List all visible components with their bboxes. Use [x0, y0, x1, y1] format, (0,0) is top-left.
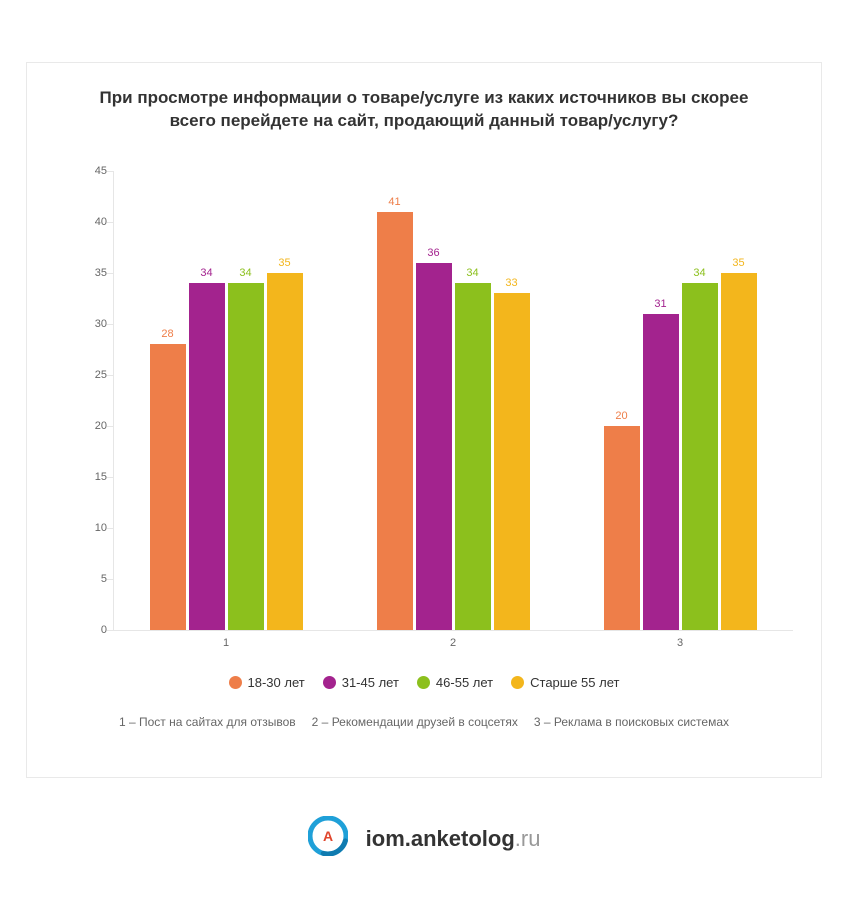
bar	[682, 283, 718, 630]
y-tick-label: 0	[87, 624, 107, 636]
legend-item: 18-30 лет	[229, 675, 305, 690]
bar-value-label: 34	[200, 267, 212, 279]
y-tick-label: 35	[87, 267, 107, 279]
y-axis-line	[113, 171, 114, 631]
bar-value-label: 31	[654, 298, 666, 310]
legend-swatch	[417, 676, 430, 689]
legend-swatch	[323, 676, 336, 689]
bar-value-label: 20	[615, 410, 627, 422]
y-tick-label: 25	[87, 369, 107, 381]
bar	[377, 212, 413, 630]
legend-item: 31-45 лет	[323, 675, 399, 690]
footnote-item: 3 – Реклама в поисковых системах	[534, 715, 729, 729]
bar	[494, 293, 530, 630]
bar-value-label: 33	[505, 277, 517, 289]
y-tick	[107, 477, 113, 478]
bar-value-label: 41	[388, 196, 400, 208]
y-tick-label: 30	[87, 318, 107, 330]
bar-value-label: 28	[161, 328, 173, 340]
legend: 18-30 лет 31-45 лет 46-55 лет Старше 55 лет	[27, 675, 821, 690]
x-category-label: 3	[677, 637, 683, 649]
y-tick-label: 20	[87, 420, 107, 432]
bar	[267, 273, 303, 630]
chart-card: При просмотре информации о товаре/услуге…	[26, 62, 822, 778]
footnote-item: 2 – Рекомендации друзей в соцсетях	[312, 715, 518, 729]
brand-domain: iom.anketolog	[366, 826, 515, 851]
bar-value-label: 35	[732, 257, 744, 269]
brand-attribution: А iom.anketolog.ru	[0, 816, 848, 862]
chart-title: При просмотре информации о товаре/услуге…	[27, 87, 821, 133]
bar	[604, 426, 640, 630]
y-tick-label: 40	[87, 216, 107, 228]
category-footnotes: 1 – Пост на сайтах для отзывов 2 – Рекоме…	[27, 715, 821, 729]
y-tick	[107, 222, 113, 223]
y-tick	[107, 579, 113, 580]
y-tick	[107, 528, 113, 529]
chart-plot-area: 0510152025303540452834343514136343322031…	[89, 171, 793, 651]
canvas: При просмотре информации о товаре/услуге…	[0, 0, 848, 899]
legend-item: 46-55 лет	[417, 675, 493, 690]
footnote-item: 1 – Пост на сайтах для отзывов	[119, 715, 296, 729]
bar	[189, 283, 225, 630]
legend-label: 31-45 лет	[342, 675, 399, 690]
brand-tld: .ru	[515, 826, 541, 851]
legend-label: 18-30 лет	[248, 675, 305, 690]
bar-value-label: 35	[278, 257, 290, 269]
bar-value-label: 34	[466, 267, 478, 279]
bar	[416, 263, 452, 630]
brand-logo-letter: А	[322, 828, 332, 844]
brand-text: iom.anketolog.ru	[366, 826, 541, 852]
bar	[643, 314, 679, 630]
brand-logo-icon: А	[308, 816, 348, 862]
y-tick	[107, 171, 113, 172]
bar-value-label: 34	[239, 267, 251, 279]
y-tick-label: 5	[87, 573, 107, 585]
y-tick-label: 45	[87, 165, 107, 177]
y-tick	[107, 324, 113, 325]
bar-value-label: 34	[693, 267, 705, 279]
y-tick	[107, 426, 113, 427]
y-tick	[107, 273, 113, 274]
bar	[455, 283, 491, 630]
legend-item: Старше 55 лет	[511, 675, 619, 690]
x-axis-line	[113, 630, 793, 631]
y-tick	[107, 375, 113, 376]
bar-value-label: 36	[427, 247, 439, 259]
legend-swatch	[229, 676, 242, 689]
y-tick	[107, 630, 113, 631]
legend-swatch	[511, 676, 524, 689]
legend-label: Старше 55 лет	[530, 675, 619, 690]
y-tick-label: 15	[87, 471, 107, 483]
bar	[228, 283, 264, 630]
x-category-label: 1	[223, 637, 229, 649]
bar	[721, 273, 757, 630]
y-tick-label: 10	[87, 522, 107, 534]
legend-label: 46-55 лет	[436, 675, 493, 690]
bar	[150, 344, 186, 630]
x-category-label: 2	[450, 637, 456, 649]
